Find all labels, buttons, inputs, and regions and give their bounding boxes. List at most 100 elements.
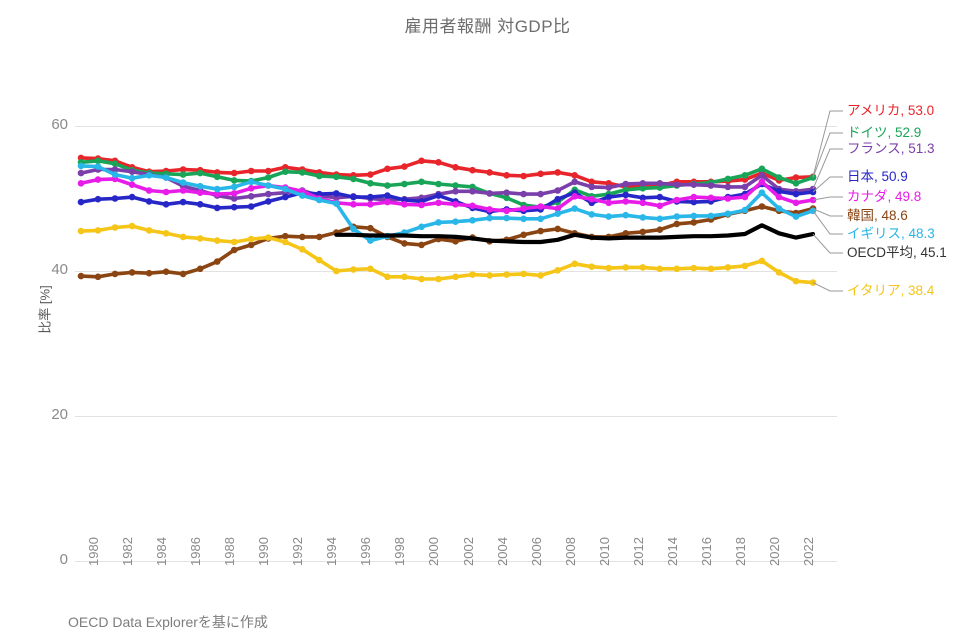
data-marker <box>656 202 664 210</box>
data-marker <box>77 198 85 206</box>
chart-title: 雇用者報酬 対GDP比 <box>404 17 571 36</box>
data-marker <box>741 262 749 270</box>
data-marker <box>690 181 698 188</box>
data-marker <box>282 193 289 201</box>
data-marker <box>350 266 357 273</box>
data-marker <box>690 219 698 226</box>
data-marker <box>486 206 493 213</box>
data-marker <box>213 185 221 193</box>
gridline-20 <box>75 416 837 417</box>
data-marker <box>247 193 255 200</box>
data-marker <box>196 169 204 177</box>
data-marker <box>639 199 647 207</box>
data-marker <box>196 201 204 208</box>
data-marker <box>435 192 442 199</box>
data-marker <box>503 172 510 179</box>
data-marker <box>367 180 374 187</box>
data-marker <box>213 258 221 265</box>
data-marker <box>316 233 323 241</box>
data-marker <box>162 188 170 196</box>
series-label-1: ドイツ, 52.9 <box>847 125 922 140</box>
series-6 <box>77 162 817 244</box>
gridline-0 <box>75 561 837 562</box>
data-marker <box>77 180 85 187</box>
data-marker <box>367 201 374 208</box>
data-marker <box>520 172 527 180</box>
data-marker <box>435 159 442 166</box>
data-marker <box>690 198 698 206</box>
data-marker <box>333 173 340 181</box>
data-marker <box>537 190 544 198</box>
data-marker <box>537 203 544 210</box>
data-marker <box>213 204 221 212</box>
data-marker <box>520 270 527 278</box>
data-marker <box>503 189 510 196</box>
series-5 <box>77 203 817 281</box>
data-marker <box>741 206 749 214</box>
data-marker <box>162 201 170 208</box>
data-marker <box>622 191 629 199</box>
data-marker <box>469 166 476 174</box>
data-marker <box>469 217 476 224</box>
data-marker <box>452 273 459 281</box>
data-marker <box>162 268 170 275</box>
data-marker <box>690 264 698 272</box>
data-marker <box>196 189 204 196</box>
data-marker <box>537 215 544 223</box>
data-marker <box>350 175 357 183</box>
data-marker <box>503 214 510 222</box>
data-marker <box>673 220 681 228</box>
data-marker <box>128 181 136 188</box>
data-marker <box>299 169 306 176</box>
data-marker <box>418 241 425 249</box>
data-marker <box>230 183 238 191</box>
data-marker <box>77 169 85 177</box>
data-marker <box>588 195 595 203</box>
series-lines <box>77 154 817 286</box>
data-marker <box>673 213 681 220</box>
data-marker <box>128 193 136 201</box>
y-tick-20: 20 <box>51 406 68 423</box>
data-marker <box>605 199 612 207</box>
data-marker <box>179 171 187 178</box>
series-label-0: アメリカ, 53.0 <box>847 103 935 118</box>
data-marker <box>230 203 238 211</box>
data-marker <box>384 198 391 206</box>
data-marker <box>265 198 272 205</box>
data-marker <box>333 200 340 207</box>
data-marker <box>707 182 715 189</box>
data-marker <box>111 224 119 231</box>
data-marker <box>469 188 476 195</box>
data-marker <box>179 198 187 206</box>
data-marker <box>230 238 238 246</box>
data-marker <box>622 230 629 237</box>
data-marker <box>656 193 664 201</box>
data-marker <box>469 202 476 210</box>
data-marker <box>94 195 102 203</box>
data-marker <box>196 265 204 273</box>
data-marker <box>758 203 766 210</box>
data-marker <box>792 174 800 181</box>
data-marker <box>554 225 561 233</box>
data-marker <box>333 267 340 275</box>
data-marker <box>247 203 255 210</box>
data-marker <box>622 211 629 219</box>
data-marker <box>247 178 255 186</box>
data-marker <box>605 213 612 220</box>
data-marker <box>282 185 289 193</box>
data-marker <box>809 207 817 215</box>
data-marker <box>367 265 374 273</box>
data-marker <box>571 172 578 179</box>
data-marker <box>554 205 561 212</box>
data-marker <box>145 227 153 234</box>
data-marker <box>452 188 459 195</box>
data-marker <box>673 181 681 188</box>
y-tick-40: 40 <box>51 261 68 278</box>
data-marker <box>179 187 187 194</box>
data-marker <box>111 195 119 202</box>
data-marker <box>316 196 323 204</box>
data-marker <box>639 264 647 271</box>
data-marker <box>128 174 136 182</box>
data-marker <box>230 246 238 254</box>
data-marker <box>247 241 255 249</box>
